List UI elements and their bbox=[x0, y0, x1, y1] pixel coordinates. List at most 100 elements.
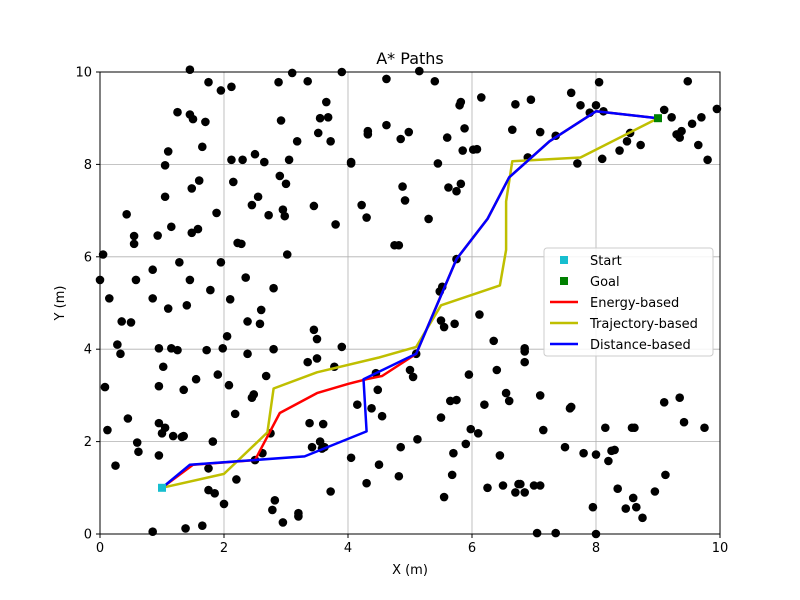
obstacle-point bbox=[460, 124, 469, 133]
obstacle-point bbox=[659, 105, 669, 115]
obstacle-point bbox=[650, 487, 660, 496]
obstacle-point bbox=[694, 140, 703, 150]
chart-title: A* Paths bbox=[376, 49, 444, 68]
obstacle-point bbox=[466, 424, 476, 434]
obstacle-point bbox=[269, 283, 278, 293]
obstacle-point bbox=[232, 475, 241, 484]
x-tick-label: 2 bbox=[220, 541, 228, 556]
obstacle-point bbox=[511, 100, 520, 109]
y-tick-label: 6 bbox=[84, 250, 92, 265]
obstacle-point bbox=[415, 66, 424, 76]
obstacle-point bbox=[292, 137, 302, 146]
obstacle-point bbox=[601, 423, 610, 433]
obstacle-point bbox=[276, 116, 286, 125]
obstacle-point bbox=[264, 210, 273, 220]
obstacle-point bbox=[313, 128, 323, 138]
obstacle-point bbox=[535, 127, 545, 137]
obstacle-point bbox=[98, 250, 108, 259]
legend-distance-label: Distance-based bbox=[590, 338, 691, 353]
obstacle-point bbox=[323, 112, 333, 122]
obstacle-point bbox=[227, 155, 236, 165]
plot-frame bbox=[99, 71, 721, 535]
obstacle-point bbox=[591, 100, 601, 110]
obstacle-point bbox=[520, 347, 529, 356]
obstacle-point bbox=[377, 411, 387, 421]
obstacle-point bbox=[278, 205, 288, 214]
obstacle-point bbox=[659, 398, 669, 407]
obstacle-point bbox=[181, 524, 190, 533]
obstacle-point bbox=[173, 107, 182, 117]
obstacle-point bbox=[185, 275, 195, 285]
obstacle-point bbox=[697, 112, 706, 122]
obstacle-point bbox=[122, 209, 131, 219]
obstacle-point bbox=[346, 159, 356, 168]
obstacle-point bbox=[230, 409, 240, 419]
obstacle-point bbox=[111, 461, 120, 470]
obstacle-point bbox=[268, 505, 277, 515]
obstacle-point bbox=[274, 77, 283, 87]
obstacle-point bbox=[229, 177, 238, 187]
legend-goal-label: Goal bbox=[590, 275, 620, 290]
obstacle-point bbox=[269, 344, 278, 354]
obstacle-point bbox=[529, 481, 539, 490]
obstacle-point bbox=[337, 342, 347, 352]
obstacle-point bbox=[218, 343, 228, 353]
obstacle-point bbox=[588, 502, 598, 512]
obstacle-point bbox=[309, 325, 319, 335]
obstacle-point bbox=[243, 349, 252, 359]
obstacle-point bbox=[353, 400, 362, 409]
obstacle-point bbox=[167, 222, 176, 232]
legend: Start Goal Energy-based Trajectory-based… bbox=[543, 247, 714, 357]
obstacle-point bbox=[604, 456, 613, 466]
obstacle-point bbox=[187, 228, 197, 238]
obstacle-point bbox=[117, 317, 126, 326]
obstacle-point bbox=[483, 483, 492, 493]
obstacle-point bbox=[103, 425, 112, 435]
obstacles bbox=[95, 65, 722, 539]
obstacle-point bbox=[194, 176, 204, 185]
obstacle-point bbox=[452, 186, 461, 196]
obstacle-point bbox=[477, 93, 486, 102]
obstacle-point bbox=[326, 137, 335, 146]
axis-ticks: 0 2 4 6 8 10 0 2 4 6 8 10 bbox=[75, 66, 728, 557]
obstacle-point bbox=[439, 492, 449, 502]
obstacle-point bbox=[520, 357, 529, 367]
obstacle-point bbox=[573, 159, 582, 168]
obstacle-point bbox=[677, 126, 686, 136]
obstacle-point bbox=[424, 214, 433, 224]
obstacle-point bbox=[238, 155, 247, 165]
obstacle-point bbox=[520, 488, 529, 497]
obstacle-point bbox=[566, 402, 576, 412]
obstacle-point bbox=[278, 518, 288, 527]
x-tick-label: 4 bbox=[344, 541, 352, 556]
distance-basedpath-line bbox=[160, 110, 660, 490]
obstacle-point bbox=[158, 362, 168, 372]
obstacle-point bbox=[204, 77, 213, 87]
obstacle-point bbox=[449, 448, 458, 458]
obstacle-point bbox=[613, 484, 622, 494]
obstacle-point bbox=[294, 512, 303, 521]
obstacle-point bbox=[213, 370, 223, 379]
obstacle-point bbox=[436, 413, 446, 422]
obstacle-point bbox=[398, 182, 407, 191]
obstacle-point bbox=[322, 97, 331, 107]
obstacle-point bbox=[472, 144, 482, 154]
obstacle-point bbox=[303, 76, 313, 86]
obstacle-point bbox=[163, 147, 173, 156]
goal-marker bbox=[654, 114, 662, 123]
obstacle-point bbox=[281, 179, 291, 189]
obstacle-point bbox=[456, 179, 466, 189]
obstacle-point bbox=[667, 112, 676, 122]
obstacle-point bbox=[511, 488, 520, 497]
obstacle-point bbox=[535, 391, 545, 400]
obstacle-point bbox=[148, 265, 157, 275]
x-tick-label: 8 bbox=[592, 541, 600, 556]
obstacle-point bbox=[501, 388, 511, 398]
obstacle-point bbox=[504, 396, 514, 406]
obstacle-point bbox=[516, 479, 525, 489]
obstacle-point bbox=[219, 499, 229, 509]
obstacle-point bbox=[224, 380, 234, 390]
obstacle-point bbox=[100, 382, 110, 392]
obstacle-point bbox=[498, 481, 508, 490]
